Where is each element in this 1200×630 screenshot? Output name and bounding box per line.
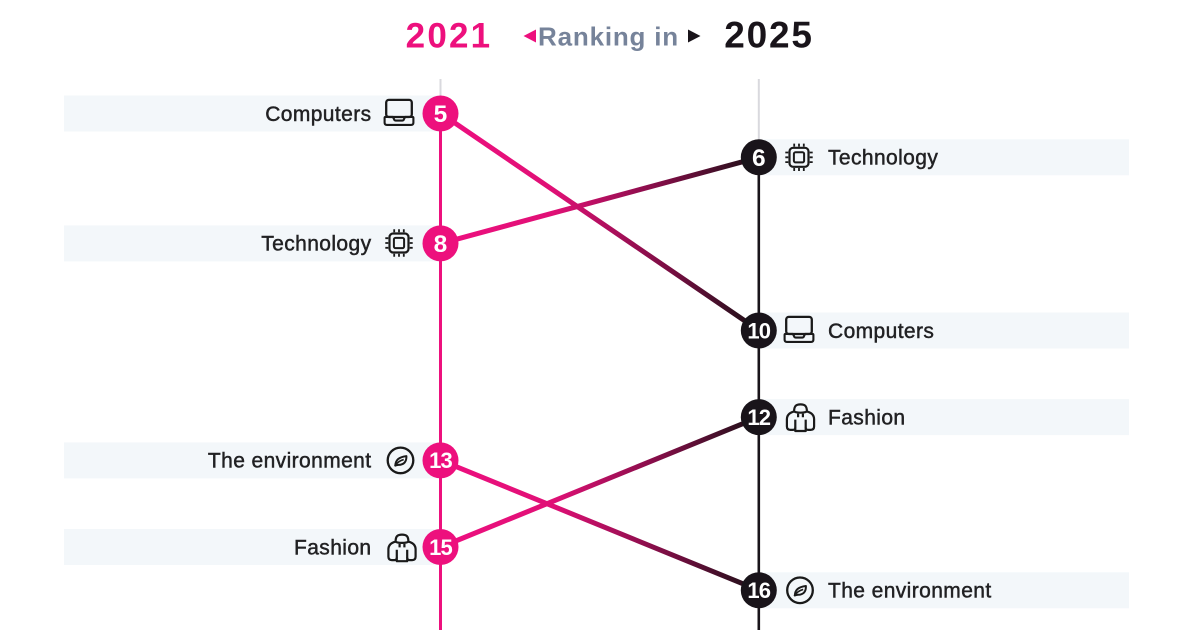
svg-text:Fashion: Fashion	[828, 406, 906, 429]
svg-text:The environment: The environment	[828, 580, 992, 603]
svg-text:16: 16	[747, 578, 770, 603]
svg-text:Fashion: Fashion	[294, 536, 372, 559]
svg-text:Technology: Technology	[261, 233, 371, 256]
svg-text:8: 8	[434, 231, 448, 258]
svg-text:2025: 2025	[724, 15, 814, 56]
svg-text:Computers: Computers	[265, 103, 371, 126]
svg-text:Computers: Computers	[828, 320, 934, 343]
svg-text:2021: 2021	[406, 17, 493, 56]
svg-text:Technology: Technology	[828, 147, 938, 170]
svg-text:10: 10	[747, 318, 770, 343]
svg-text:The environment: The environment	[208, 450, 372, 473]
svg-text:6: 6	[752, 145, 766, 172]
svg-text:15: 15	[429, 535, 452, 560]
svg-text:Ranking in: Ranking in	[538, 22, 679, 52]
svg-text:12: 12	[747, 405, 770, 430]
svg-text:13: 13	[429, 448, 452, 473]
svg-text:5: 5	[434, 101, 448, 128]
